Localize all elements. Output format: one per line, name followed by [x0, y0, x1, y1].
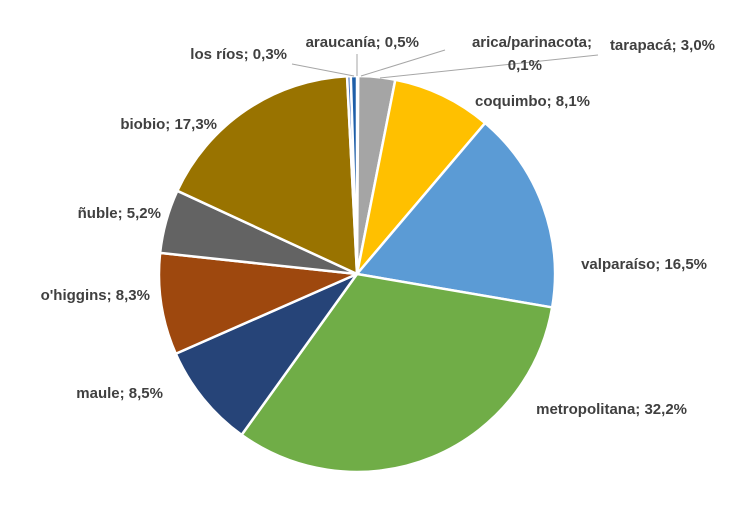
pie-slice-o-higgins [157, 251, 359, 356]
data-label-coquimbo: coquimbo; 8,1% [475, 93, 590, 110]
data-label-tarapaca: tarapacá; 3,0% [610, 37, 715, 54]
pie-slice-valparaiso [355, 121, 557, 309]
leader-line-los-rios [291, 63, 355, 77]
data-label-o-higgins: o'higgins; 8,3% [41, 287, 150, 304]
pie-slice-metropolitana [240, 272, 554, 474]
data-label-valparaiso: valparaíso; 16,5% [581, 256, 707, 273]
leader-line-tarapaca [379, 54, 599, 79]
data-label-biobio: biobio; 17,3% [120, 116, 217, 133]
pie-slices [157, 74, 557, 474]
leader-line-arica-parinacota [360, 49, 446, 77]
data-label-arica-parinacota: arica/parinacota; 0,1% [472, 34, 592, 74]
slice-labels: arica/parinacota; 0,1% tarapacá; 3,0% coqui… [41, 34, 715, 418]
pie-slice-coquimbo [355, 78, 487, 276]
data-label-nuble: ñuble; 5,2% [78, 205, 161, 222]
data-label-araucania: araucanía; 0,5% [306, 34, 419, 51]
data-label-metropolitana: metropolitana; 32,2% [536, 401, 687, 418]
leader-lines [291, 49, 599, 79]
pie-slice-biobio [176, 75, 359, 276]
data-label-los-rios: los ríos; 0,3% [190, 46, 287, 63]
data-label-maule: maule; 8,5% [76, 385, 163, 402]
pie-slice-maule [174, 272, 359, 437]
